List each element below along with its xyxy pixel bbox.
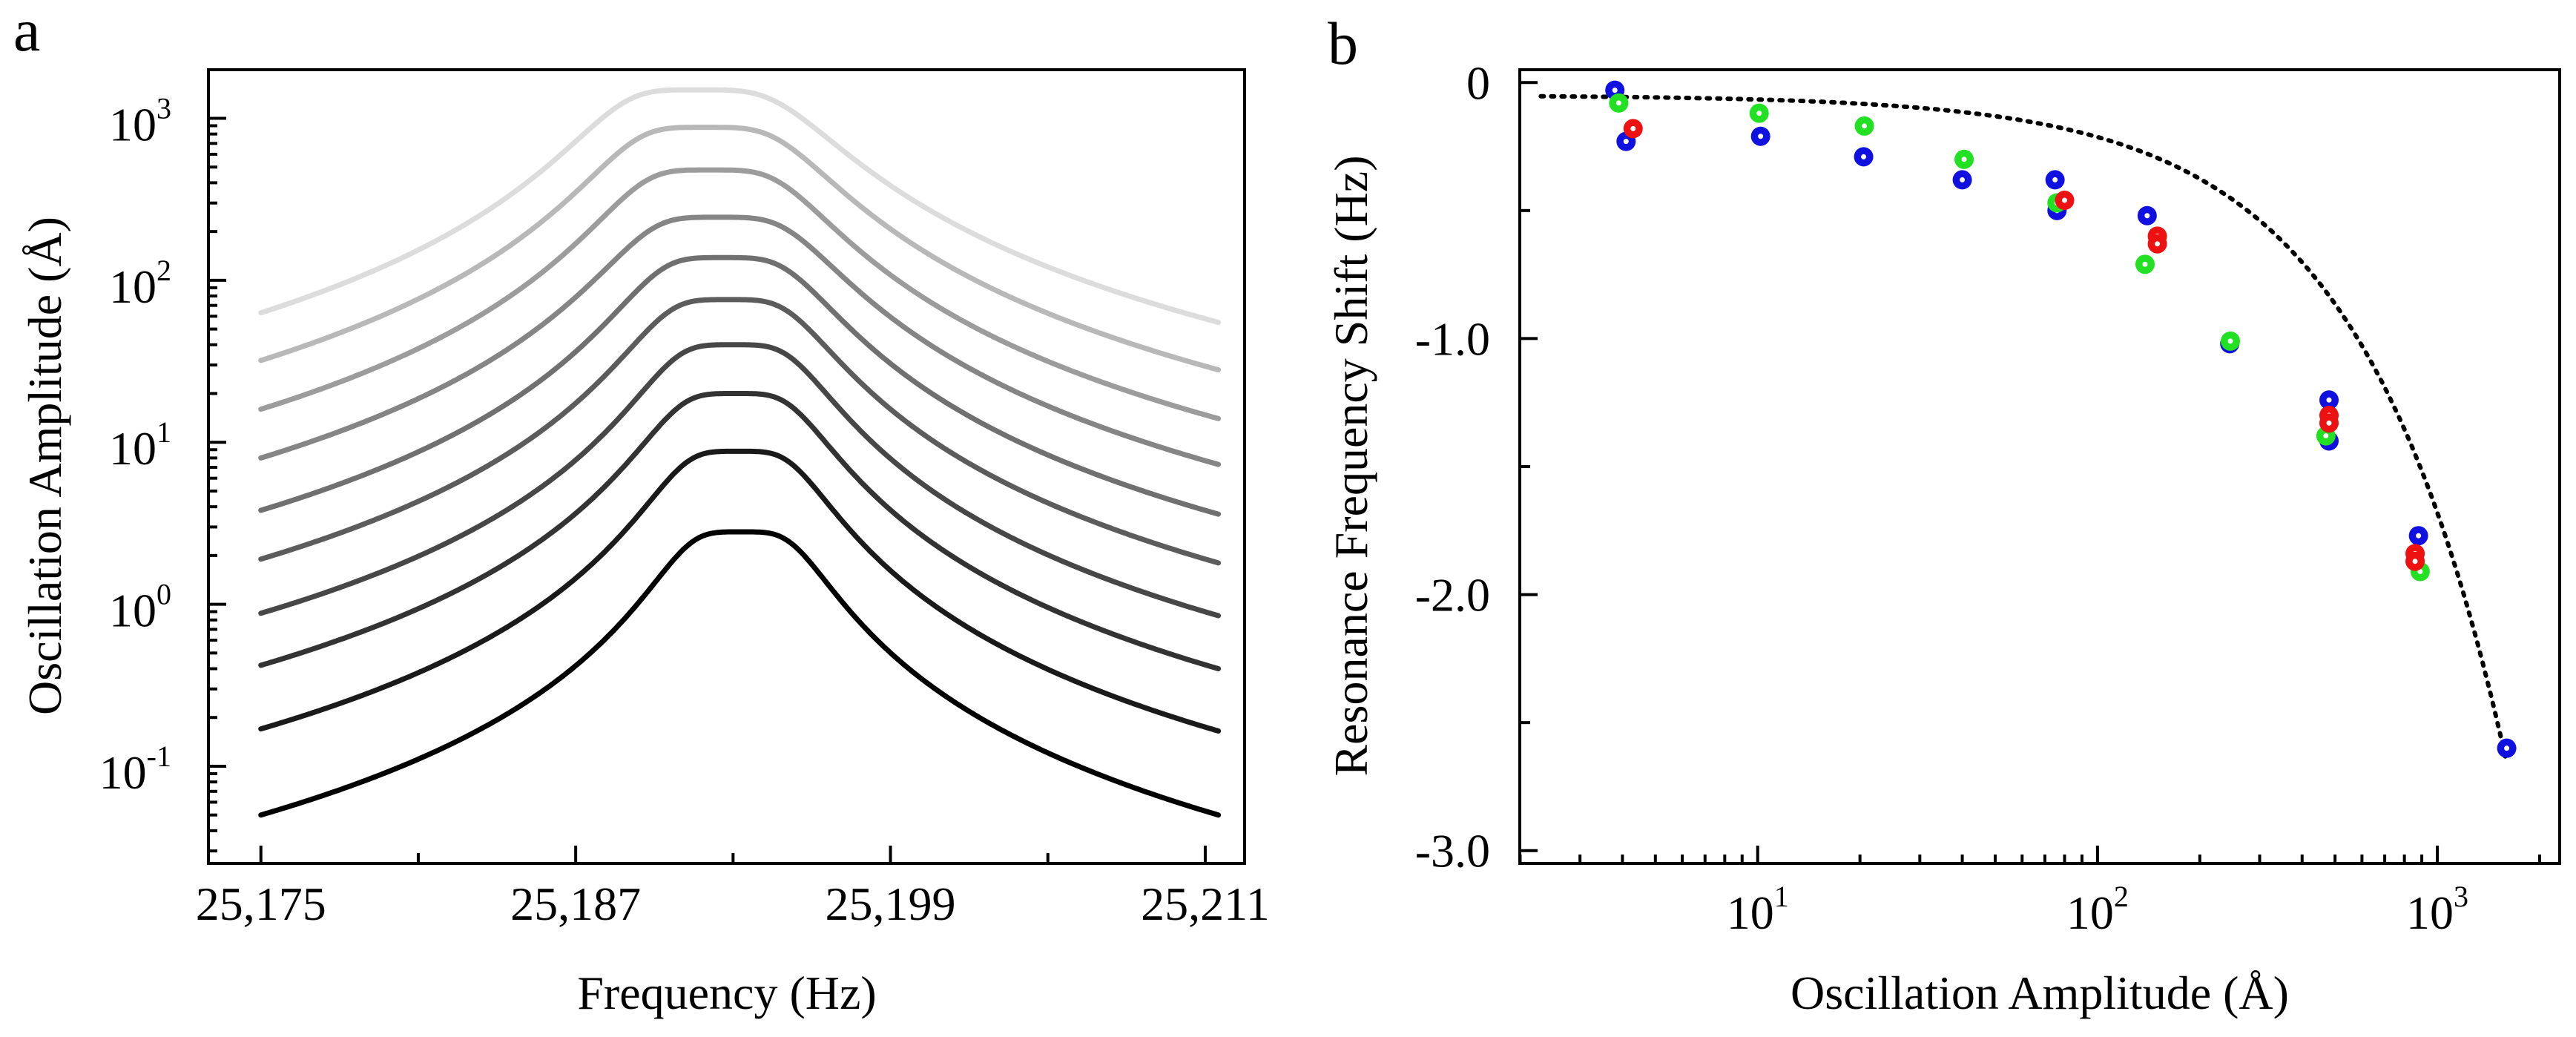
b-point-center xyxy=(2061,197,2067,203)
panel-b-ylabel: Resonance Frequency Shift (Hz) xyxy=(1325,155,1377,776)
panel-b-label: b xyxy=(1328,10,1358,77)
panel-b-frame xyxy=(1518,68,2561,865)
a-curve xyxy=(258,342,1222,619)
a-xtick-label: 25,175 xyxy=(196,878,326,930)
b-point-center xyxy=(2144,213,2150,219)
a-curve xyxy=(258,167,1222,421)
b-point-center xyxy=(2227,338,2233,344)
b-xtick-label: 101 xyxy=(1727,880,1789,939)
b-point-center xyxy=(1758,134,1764,139)
b-point-center xyxy=(1630,125,1636,131)
b-xtick-label: 102 xyxy=(2066,880,2129,939)
a-curve xyxy=(258,125,1222,373)
panel-a-frame xyxy=(207,68,1246,865)
b-point-center xyxy=(2155,241,2161,247)
b-point-center xyxy=(2326,420,2332,426)
a-ytick-label: 103 xyxy=(109,92,171,151)
b-ytick-label: -2.0 xyxy=(1415,569,1490,622)
a-ytick-label: 10-1 xyxy=(99,740,171,799)
b-point-center xyxy=(2504,745,2510,751)
panel-b-points xyxy=(1605,80,2517,758)
panel-a-ylabel: Oscillation Amplitude (Å) xyxy=(19,217,71,715)
a-ytick-label: 102 xyxy=(109,254,171,313)
panel-a-chart: 25,175 25,187 25,199 25,211 10-1 100 101 102 103… xyxy=(19,68,1270,1019)
b-point-center xyxy=(1862,123,1868,129)
b-point-center xyxy=(1756,111,1762,116)
b-point-center xyxy=(2416,533,2422,539)
a-ytick-label: 101 xyxy=(109,415,171,475)
a-ytick-label: 100 xyxy=(109,578,171,637)
b-point-center xyxy=(2417,569,2423,575)
a-xtick-label: 25,211 xyxy=(1141,878,1270,930)
a-curve xyxy=(258,254,1222,517)
b-point-center xyxy=(1961,157,1967,162)
b-xtick-label: 103 xyxy=(2406,880,2468,939)
b-ytick-label: 0 xyxy=(1466,56,1490,109)
panel-a-curves xyxy=(258,87,1222,818)
b-point-center xyxy=(2142,261,2148,267)
a-curve xyxy=(258,529,1222,818)
a-curve xyxy=(258,391,1222,671)
b-point-center xyxy=(1623,139,1629,145)
b-fit-line xyxy=(1538,93,2509,766)
a-curve xyxy=(258,448,1222,734)
a-curve xyxy=(258,87,1222,326)
b-point-center xyxy=(1615,100,1621,106)
panel-a-xlabel: Frequency (Hz) xyxy=(577,967,876,1019)
b-point-center xyxy=(2412,559,2418,564)
panel-b-chart: 0 -1.0 -2.0 -3.0 101 102 103 Oscillation Ampli… xyxy=(1325,56,2561,1019)
b-point-center xyxy=(1612,88,1618,93)
b-point-center xyxy=(2326,397,2332,403)
panel-a-label: a xyxy=(13,0,40,64)
a-curve xyxy=(258,297,1222,566)
b-ytick-label: -3.0 xyxy=(1415,825,1490,878)
a-xtick-label: 25,199 xyxy=(826,878,956,930)
a-curve xyxy=(258,214,1222,467)
panel-a-ticks: 25,175 25,187 25,199 25,211 10-1 100 101 102 103 xyxy=(99,92,1270,930)
b-point-center xyxy=(2052,177,2058,182)
b-point-center xyxy=(2323,433,2329,439)
b-point-center xyxy=(1960,177,1966,182)
b-point-center xyxy=(1861,154,1867,159)
panel-b-xlabel: Oscillation Amplitude (Å) xyxy=(1791,967,2289,1019)
a-xtick-label: 25,187 xyxy=(510,878,641,930)
b-ytick-label: -1.0 xyxy=(1415,312,1490,365)
panel-b-fit xyxy=(1538,93,2509,766)
panel-b-ticks: 0 -1.0 -2.0 -3.0 101 102 103 xyxy=(1415,56,2541,939)
